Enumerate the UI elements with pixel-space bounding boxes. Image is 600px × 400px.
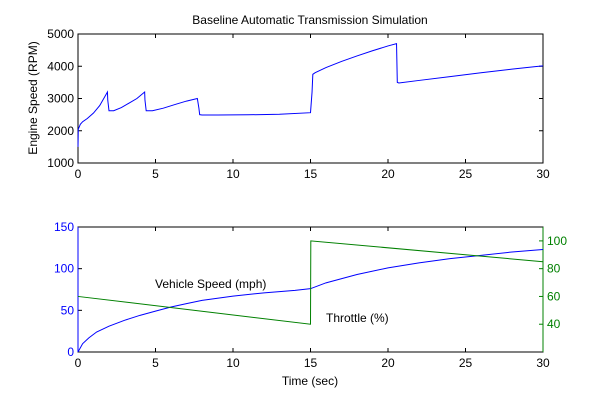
engine-speed-y-axis-label: Engine Speed (RPM) <box>26 41 40 154</box>
y-tick-label: 5000 <box>47 27 74 41</box>
x-tick-label: 0 <box>75 356 82 370</box>
y2-tick-label: 40 <box>547 317 561 331</box>
x-tick-label: 20 <box>381 167 395 181</box>
engine-speed-chart: 0 5 10 15 20 25 30 1000 2000 3000 4000 5000 Engine… <box>26 27 550 181</box>
series-line-0 <box>77 43 544 147</box>
x-tick-label: 20 <box>381 356 395 370</box>
x-tick-label: 10 <box>226 356 240 370</box>
vehicle-speed-ticks <box>77 226 544 353</box>
vehicle-speed-annotation: Vehicle Speed (mph) <box>155 277 266 291</box>
vehicle-speed-throttle-lines <box>77 240 544 353</box>
vehicle-speed-x-tick-labels: 0 5 10 15 20 25 30 <box>75 356 550 370</box>
x-tick-label: 30 <box>536 167 550 181</box>
throttle-y-tick-labels: 40 60 80 100 <box>547 234 567 331</box>
engine-speed-lines <box>77 43 544 147</box>
engine-speed-x-tick-labels: 0 5 10 15 20 25 30 <box>75 167 550 181</box>
vehicle-speed-y-tick-labels: 0 50 100 150 <box>54 220 74 359</box>
series-line-0 <box>77 249 544 353</box>
y-tick-label: 0 <box>67 345 74 359</box>
y2-tick-label: 100 <box>547 234 567 248</box>
vehicle-speed-throttle-chart: 0 5 10 15 20 25 30 0 50 100 150 40 60 80 100 Vehicle… <box>54 220 567 388</box>
x-tick-label: 30 <box>536 356 550 370</box>
x-tick-label: 25 <box>459 167 473 181</box>
x-tick-label: 5 <box>152 356 159 370</box>
engine-speed-y-tick-labels: 1000 2000 3000 4000 5000 <box>47 27 74 170</box>
x-tick-label: 15 <box>304 167 318 181</box>
y-tick-label: 2000 <box>47 124 74 138</box>
x-tick-label: 10 <box>226 167 240 181</box>
engine-speed-plot-area <box>77 33 544 164</box>
y-tick-label: 50 <box>61 303 75 317</box>
x-axis-label: Time (sec) <box>282 374 338 388</box>
y2-tick-label: 80 <box>547 262 561 276</box>
throttle-annotation: Throttle (%) <box>326 311 389 325</box>
y2-tick-label: 60 <box>547 289 561 303</box>
y-tick-label: 1000 <box>47 156 74 170</box>
y-tick-label: 4000 <box>47 59 74 73</box>
x-tick-label: 15 <box>304 356 318 370</box>
y-tick-label: 150 <box>54 220 74 234</box>
chart-title: Baseline Automatic Transmission Simulati… <box>192 13 427 27</box>
y-tick-label: 3000 <box>47 92 74 106</box>
x-tick-label: 5 <box>152 167 159 181</box>
y-tick-label: 100 <box>54 262 74 276</box>
x-tick-label: 0 <box>75 167 82 181</box>
x-tick-label: 25 <box>459 356 473 370</box>
series-line-1 <box>77 240 544 325</box>
